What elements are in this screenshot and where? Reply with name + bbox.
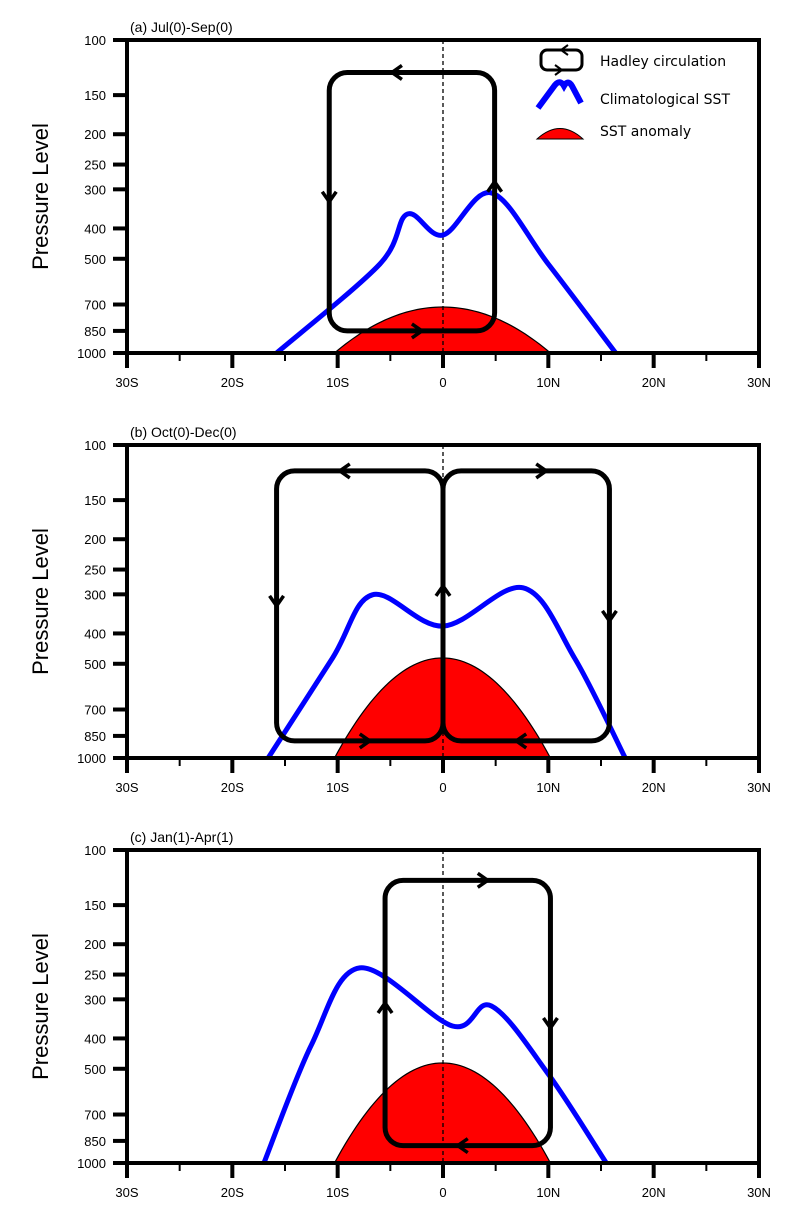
x-tick-label: 20S [221,375,244,390]
panel-c: (c) Jan(1)-Apr(1) Pressure Level 100 150 200… [28,829,771,1200]
y-tick-label: 500 [84,1062,106,1077]
circulation-arrow-icon [410,322,425,340]
hadley-circulation-loop [326,69,498,334]
circulation-arrow-icon [454,1137,469,1155]
circulation-loop-icon [539,44,584,76]
panel-b: (b) Oct(0)-Dec(0) Pressure Level 100 150 200… [28,424,771,795]
y-tick-label: 850 [84,324,106,339]
circulation-arrow-icon [600,609,618,624]
circulation-arrow-icon [486,178,504,193]
x-tick-label: 10N [536,1185,560,1200]
y-axis-label: Pressure Level [28,528,53,675]
y-tick-label: 850 [84,729,106,744]
y-tick-label: 500 [84,252,106,267]
x-tick-label: 20N [642,1185,666,1200]
y-tick-label: 1000 [77,1156,106,1171]
circulation-arrow-icon [336,462,351,480]
panel-title: (a) Jul(0)-Sep(0) [130,19,233,35]
y-tick-label: 300 [84,587,106,602]
y-axis-label: Pressure Level [28,933,53,1080]
y-tick-label: 700 [84,298,106,313]
climatological-sst-line [274,190,618,355]
x-tick-label: 30S [115,780,138,795]
y-tick-label: 1000 [77,751,106,766]
y-tick-label: 200 [84,937,106,952]
legend: Hadley circulation Climatological SST SS… [530,42,757,147]
circulation-arrow-icon [513,732,528,750]
y-tick-label: 100 [84,33,106,48]
legend-item-hadley: Hadley circulation [539,44,726,76]
y-tick-label: 700 [84,1108,106,1123]
x-tick-label: 20N [642,375,666,390]
x-tick-label: 10S [326,1185,349,1200]
y-tick-label: 200 [84,532,106,547]
double-peak-curve-icon [535,79,584,110]
y-tick-label: 250 [84,563,106,578]
y-tick-label: 400 [84,626,106,641]
x-tick-label: 20S [221,780,244,795]
x-tick-label: 30N [747,375,771,390]
circulation-arrow-icon [388,64,403,81]
circulation-arrow-icon [476,871,491,889]
x-tick-label: 0 [439,780,446,795]
y-tick-label: 150 [84,88,106,103]
y-tick-label: 400 [84,221,106,236]
panel-a: (a) Jul(0)-Sep(0) Pressure Level 100 150 200… [28,19,771,390]
hadley-circulation-loop [382,877,553,1149]
x-tick-label: 20S [221,1185,244,1200]
x-tick-label: 10S [326,375,349,390]
y-tick-label: 100 [84,438,106,453]
x-tick-label: 30S [115,1185,138,1200]
x-tick-label: 30N [747,1185,771,1200]
legend-label: Hadley circulation [600,54,726,70]
y-tick-label: 700 [84,703,106,718]
y-tick-label: 300 [84,182,106,197]
x-tick-label: 20N [642,780,666,795]
circulation-arrow-icon [320,190,338,205]
y-tick-label: 850 [84,1134,106,1149]
y-tick-label: 500 [84,657,106,672]
x-tick-label: 30S [115,375,138,390]
hadley-cell [320,64,504,340]
circulation-arrow-icon [542,1016,559,1032]
x-tick-label: 10N [536,780,560,795]
y-tick-label: 250 [84,968,106,983]
y-axis-label: Pressure Level [28,123,53,270]
legend-item-sst-anomaly: SST anomaly [535,124,691,140]
x-tick-label: 10N [536,375,560,390]
red-dome-icon [535,128,585,140]
x-tick-label: 0 [439,1185,446,1200]
panel-title: (c) Jan(1)-Apr(1) [130,829,233,845]
legend-label: SST anomaly [600,124,691,140]
legend-label: Climatological SST [600,92,730,108]
hadley-circulation-loop [440,468,612,744]
hadley-cell [440,462,618,750]
y-tick-label: 300 [84,992,106,1007]
y-tick-label: 150 [84,898,106,913]
y-tick-label: 400 [84,1031,106,1046]
y-tick-label: 200 [84,127,106,142]
circulation-arrow-icon [358,732,373,750]
hadley-cell [376,871,559,1155]
legend-item-clim-sst: Climatological SST [535,79,730,110]
circulation-arrow-icon [535,462,550,480]
x-tick-label: 10S [326,780,349,795]
panel-title: (b) Oct(0)-Dec(0) [130,424,237,440]
x-tick-label: 0 [439,375,446,390]
circulation-arrow-icon [268,594,286,609]
y-tick-label: 250 [84,158,106,173]
y-tick-label: 1000 [77,346,106,361]
x-tick-label: 30N [747,780,771,795]
y-tick-label: 150 [84,493,106,508]
y-tick-label: 100 [84,843,106,858]
circulation-arrow-icon [376,999,394,1014]
